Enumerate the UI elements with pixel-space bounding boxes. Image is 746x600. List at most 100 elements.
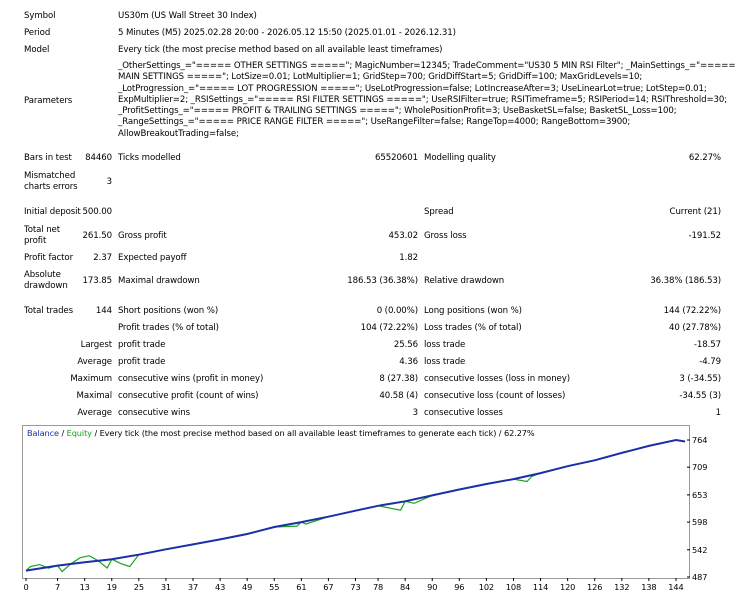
quality-label: Modelling quality xyxy=(424,153,496,163)
average2-label: Average xyxy=(77,408,112,418)
x-tick-label: 55 xyxy=(269,582,279,592)
maxwins-label: consecutive wins (profit in money) xyxy=(118,374,264,384)
x-tick-label: 96 xyxy=(454,582,464,592)
absdd-label: Absolute xyxy=(24,270,61,280)
avglosses-label: consecutive losses xyxy=(424,408,503,418)
x-tick-label: 19 xyxy=(107,582,117,592)
x-tick-label: 90 xyxy=(427,582,437,592)
average-profit-label: profit trade xyxy=(118,357,166,367)
y-tick-label: 542 xyxy=(692,545,707,555)
profittrades-label: Profit trades (% of total) xyxy=(118,323,219,333)
symbol-label: Symbol xyxy=(24,11,56,21)
parameters-text: _OtherSettings_="===== OTHER SETTINGS ==… xyxy=(118,61,736,140)
losstrades-label: Loss trades (% of total) xyxy=(424,323,522,333)
average-loss-value: -4.79 xyxy=(699,357,721,367)
x-tick-label: 73 xyxy=(350,582,360,592)
grossprofit-value: 453.02 xyxy=(388,231,419,241)
long-value: 144 (72.22%) xyxy=(663,306,722,316)
period-label: Period xyxy=(24,28,51,38)
netprofit-value: 261.50 xyxy=(82,231,113,241)
average-loss-label: loss trade xyxy=(424,357,466,367)
x-tick-label: 31 xyxy=(161,582,171,592)
x-tick-label: 84 xyxy=(400,582,410,592)
maxlosses-label: consecutive losses (loss in money) xyxy=(424,374,570,384)
pf-value: 2.37 xyxy=(93,253,112,263)
mismatch-label-2: charts errors xyxy=(24,182,78,192)
ticks-value: 65520601 xyxy=(375,153,418,163)
legend-equity: Equity xyxy=(66,428,92,438)
parameters-line: _RangeSettings_="===== PRICE RANGE FILTE… xyxy=(118,117,631,128)
avgwins-label: consecutive wins xyxy=(118,408,190,418)
x-tick-label: 49 xyxy=(242,582,252,592)
netprofit-label-2: profit xyxy=(24,236,47,246)
largest-profit-value: 25.56 xyxy=(393,340,418,350)
x-tick-label: 25 xyxy=(134,582,144,592)
maximum-label: Maximum xyxy=(70,374,112,384)
grossprofit-label: Gross profit xyxy=(118,231,167,241)
mismatch-value: 3 xyxy=(106,177,112,187)
trades-label: Total trades xyxy=(24,306,73,316)
legend-balance: Balance xyxy=(27,428,59,438)
parameters-label: Parameters xyxy=(24,96,73,106)
profittrades-value: 104 (72.22%) xyxy=(360,323,419,333)
spread-label: Spread xyxy=(424,207,454,217)
x-tick-label: 144 xyxy=(668,582,683,592)
x-tick-label: 7 xyxy=(55,582,60,592)
x-tick-label: 37 xyxy=(188,582,198,592)
losstrades-value: 40 (27.78%) xyxy=(668,323,721,333)
ticks-label: Ticks modelled xyxy=(118,153,181,163)
period-value: 5 Minutes (M5) 2025.02.28 20:00 - 2026.0… xyxy=(118,28,456,38)
x-tick-label: 132 xyxy=(614,582,629,592)
largest-loss-value: -18.57 xyxy=(693,340,721,350)
x-tick-label: 43 xyxy=(215,582,225,592)
maxprofit-label: consecutive profit (count of wins) xyxy=(118,391,259,401)
largest-loss-label: loss trade xyxy=(424,340,466,350)
maxprofit-value: 40.58 (4) xyxy=(379,391,418,401)
chart-legend: Balance / Equity / Every tick (the most … xyxy=(27,428,535,438)
largest-label: Largest xyxy=(80,340,112,350)
bars-label: Bars in test xyxy=(24,153,72,163)
pf-label: Profit factor xyxy=(24,253,74,263)
parameters-line: MAIN SETTINGS ====="; LotSize=0.01; LotM… xyxy=(118,72,643,83)
long-label: Long positions (won %) xyxy=(424,306,522,316)
short-value: 0 (0.00%) xyxy=(376,306,418,316)
parameters-line: ExpMultiplier=2; _RSISettings_="===== RS… xyxy=(118,94,728,105)
x-tick-label: 0 xyxy=(23,582,28,592)
x-tick-label: 102 xyxy=(479,582,494,592)
legend-description: / Every tick (the most precise method ba… xyxy=(91,428,535,438)
maxwins-value: 8 (27.38) xyxy=(379,374,418,384)
maximal-label: Maximal xyxy=(76,391,113,401)
x-tick-label: 61 xyxy=(296,582,306,592)
x-tick-label: 78 xyxy=(373,582,383,592)
maxdd-value: 186.53 (36.38%) xyxy=(347,276,418,286)
y-tick-label: 598 xyxy=(692,517,707,527)
netprofit-label: Total net xyxy=(24,225,61,235)
y-tick-label: 487 xyxy=(692,572,707,582)
maxloss-value: -34.55 (3) xyxy=(679,391,721,401)
maxloss-label: consecutive loss (count of losses) xyxy=(424,391,566,401)
payoff-label: Expected payoff xyxy=(118,253,187,263)
deposit-label: Initial deposit xyxy=(24,207,81,217)
maxdd-label: Maximal drawdown xyxy=(118,276,200,286)
x-tick-label: 138 xyxy=(641,582,656,592)
maxlosses-value: 3 (-34.55) xyxy=(679,374,721,384)
model-value: Every tick (the most precise method base… xyxy=(118,45,443,55)
avglosses-value: 1 xyxy=(715,408,721,418)
y-tick-label: 709 xyxy=(692,462,707,472)
parameters-line: _OtherSettings_="===== OTHER SETTINGS ==… xyxy=(118,61,736,71)
deposit-value: 500.00 xyxy=(82,207,113,217)
model-label: Model xyxy=(24,45,50,55)
x-tick-label: 114 xyxy=(533,582,548,592)
parameters-line: _LotProgression_="===== LOT PROGRESSION … xyxy=(118,83,707,94)
grossloss-value: -191.52 xyxy=(688,231,722,241)
trades-value: 144 xyxy=(95,306,112,316)
reldd-label: Relative drawdown xyxy=(424,276,505,286)
short-label: Short positions (won %) xyxy=(118,306,219,316)
absdd-label-2: drawdown xyxy=(24,281,68,291)
largest-profit-label: profit trade xyxy=(118,340,166,350)
equity-line xyxy=(25,439,686,573)
average-label: Average xyxy=(77,357,112,367)
balance-line xyxy=(25,438,686,572)
absdd-value: 173.85 xyxy=(82,276,113,286)
x-tick-label: 120 xyxy=(560,582,575,592)
